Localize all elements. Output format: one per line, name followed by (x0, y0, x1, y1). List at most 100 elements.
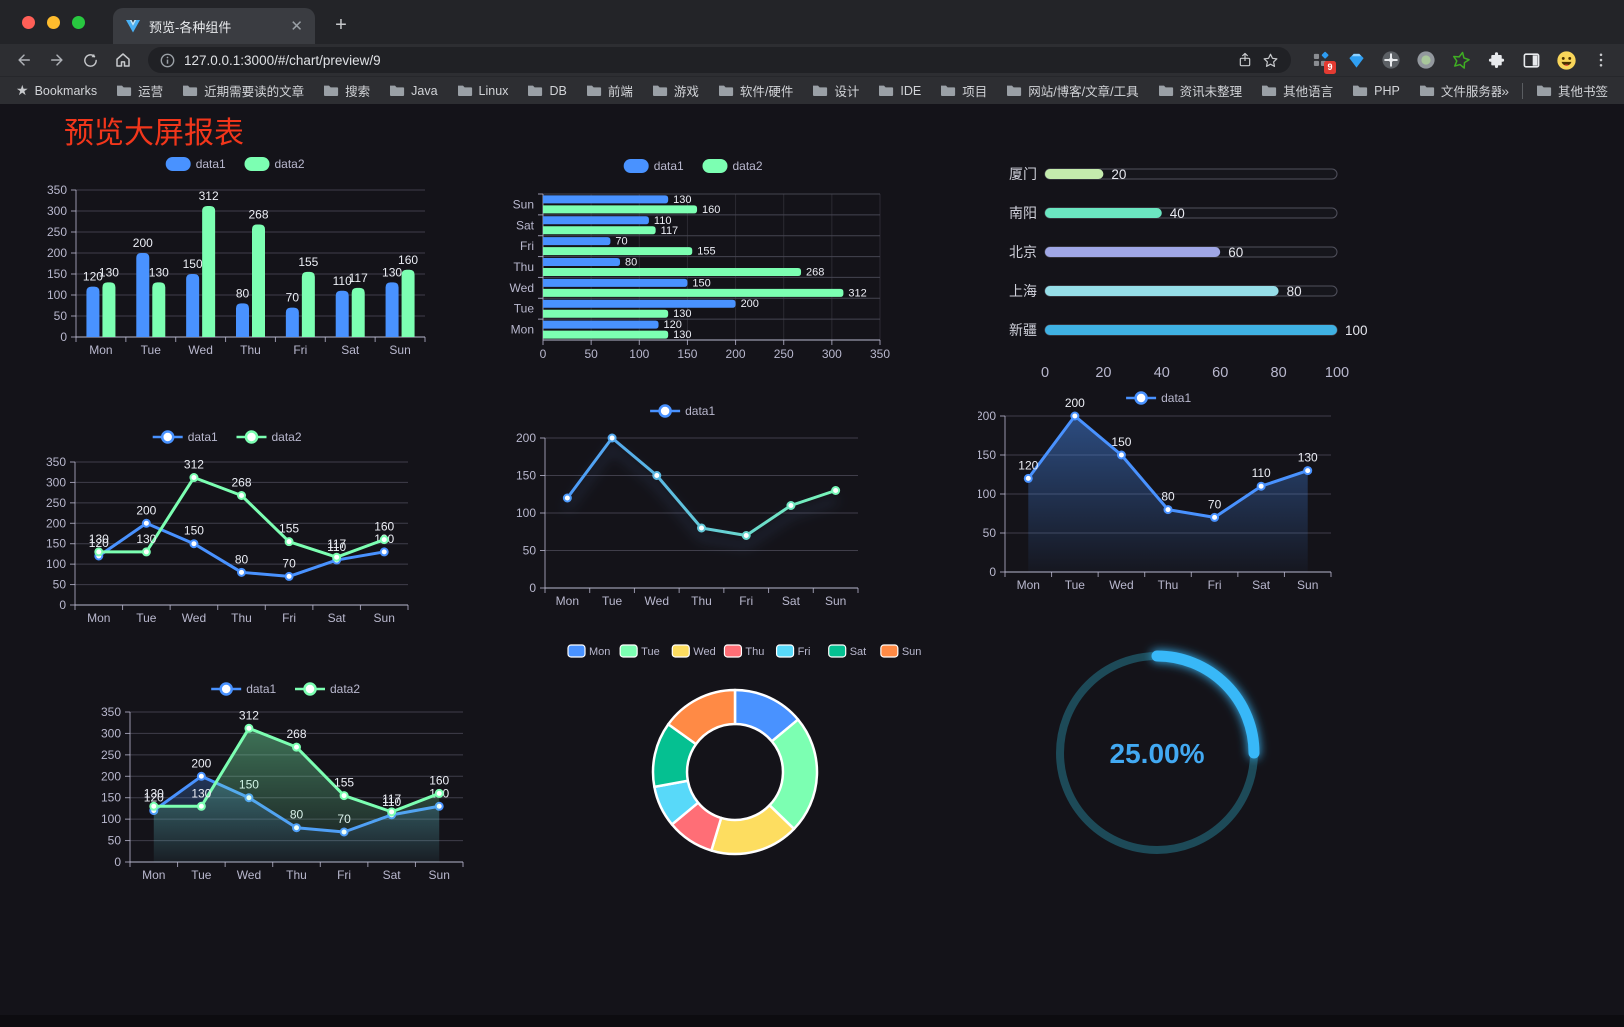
svg-text:350: 350 (46, 455, 66, 469)
svg-text:110: 110 (1252, 466, 1271, 480)
bookmark-folder[interactable]: 运营 (116, 81, 163, 100)
svg-text:data2: data2 (330, 682, 360, 696)
fullscreen-window-button[interactable] (72, 16, 85, 29)
bookmark-folder[interactable]: IDE (878, 84, 921, 98)
svg-text:北京: 北京 (1009, 244, 1037, 260)
grouped-bar-chart[interactable]: data1 data2 0 50 100 150 200 250 300 350 Mon Tue Wed… (40, 150, 435, 365)
donut-chart[interactable]: Mon Tue Wed Thu Fri Sat Sun (552, 634, 937, 882)
gem-extension-icon[interactable] (1345, 49, 1367, 71)
svg-text:40: 40 (1154, 365, 1170, 381)
svg-text:Tue: Tue (1065, 578, 1086, 592)
svg-text:120: 120 (89, 536, 109, 550)
bookmark-folder[interactable]: DB (527, 84, 567, 98)
svg-text:80: 80 (235, 552, 249, 566)
bookmarks-overflow-chevron[interactable]: » (1501, 82, 1509, 99)
emoji-extension-icon[interactable] (1555, 49, 1577, 71)
new-tab-button[interactable]: + (335, 13, 347, 36)
green-star-extension-icon[interactable] (1450, 49, 1472, 71)
bookmark-folder[interactable]: 设计 (812, 81, 859, 100)
other-bookmarks-item[interactable]: 其他书签 (1536, 81, 1608, 100)
svg-text:155: 155 (697, 246, 715, 258)
bookmark-folder[interactable]: 近期需要读的文章 (182, 81, 304, 100)
svg-text:312: 312 (239, 708, 259, 722)
two-series-line-chart[interactable]: data1 data2 0 50 100 150 200 250 300 350 Mon Tue Wed… (42, 422, 417, 634)
record-extension-icon[interactable] (1415, 49, 1437, 71)
progress-ring-chart[interactable]: 25.00% (1035, 638, 1285, 890)
folder-icon (1007, 85, 1022, 96)
svg-text:250: 250 (46, 496, 66, 510)
svg-text:Sat: Sat (782, 594, 801, 608)
bookmark-folder[interactable]: Java (389, 83, 438, 98)
bookmark-folder[interactable]: 项目 (940, 81, 987, 100)
svg-text:250: 250 (774, 347, 794, 361)
share-icon[interactable] (1237, 52, 1253, 68)
bookmark-folder[interactable]: 资讯未整理 (1158, 81, 1242, 100)
browser-tab[interactable]: 预览-各种组件 ✕ (113, 8, 315, 44)
svg-text:Sun: Sun (429, 868, 450, 882)
svg-text:150: 150 (184, 524, 204, 538)
reload-button[interactable] (78, 48, 102, 72)
menu-kebab-icon[interactable] (1590, 49, 1612, 71)
puzzle-extensions-icon[interactable] (1485, 49, 1507, 71)
close-window-button[interactable] (22, 16, 35, 29)
tab-title: 预览-各种组件 (149, 19, 232, 35)
two-series-area-chart[interactable]: data1 data2 0 50 100 150 200 250 300 350 Mon Tue Wed… (98, 672, 478, 887)
svg-text:Mon: Mon (1017, 578, 1040, 592)
folder-icon (1419, 85, 1434, 96)
svg-text:130: 130 (382, 265, 402, 279)
circle-logo-extension-icon[interactable] (1380, 49, 1402, 71)
bookmark-folder[interactable]: 游戏 (652, 81, 699, 100)
svg-text:25.00%: 25.00% (1110, 738, 1205, 769)
svg-text:Thu: Thu (745, 646, 764, 658)
bookmark-folder[interactable]: 其他语言 (1261, 81, 1333, 100)
site-info-icon[interactable] (160, 53, 175, 68)
bookmark-folder[interactable]: 软件/硬件 (718, 81, 793, 100)
gradient-line-chart[interactable]: data1 0 50 100 150 200 Mon Tue Wed Thu Fri Sat Sun (500, 398, 870, 613)
svg-text:100: 100 (101, 812, 121, 826)
bookmark-folder[interactable]: 前端 (586, 81, 633, 100)
address-bar[interactable]: 127.0.0.1:3000/#/chart/preview/9 (148, 47, 1291, 73)
svg-text:100: 100 (978, 487, 996, 501)
svg-text:117: 117 (349, 271, 368, 285)
bookmark-folder-label: Java (411, 83, 438, 98)
svg-text:200: 200 (136, 503, 156, 517)
home-button[interactable] (111, 48, 135, 72)
bookmark-folder[interactable]: Linux (457, 84, 508, 98)
horizontal-bar-chart[interactable]: data1 data2 0 50 100 150 200 250 300 350 Sun Sat Fri… (498, 152, 893, 366)
folder-icon (390, 85, 405, 96)
svg-text:200: 200 (101, 769, 121, 783)
svg-text:0: 0 (540, 347, 547, 361)
tab-close-icon[interactable]: ✕ (290, 17, 303, 35)
svg-text:70: 70 (615, 236, 627, 248)
svg-text:Tue: Tue (514, 302, 535, 316)
bookmark-folder-label: PHP (1374, 83, 1400, 98)
bookmark-folder[interactable]: 文件服务器 (1419, 81, 1501, 100)
url-text[interactable]: 127.0.0.1:3000/#/chart/preview/9 (184, 52, 381, 68)
bookmark-folder[interactable]: 网站/博客/文章/工具 (1006, 81, 1139, 100)
svg-text:50: 50 (983, 526, 997, 540)
svg-text:20: 20 (1111, 167, 1126, 182)
bookmark-folder-label: 近期需要读的文章 (204, 85, 305, 99)
bookmarks-root-item[interactable]: ★ Bookmarks (16, 82, 97, 99)
back-button[interactable] (12, 48, 36, 72)
single-area-chart[interactable]: data1 0 50 100 150 200 Mon Tue Wed Thu Fri Sat Sun 12… (978, 386, 1344, 598)
bookmark-star-icon[interactable] (1262, 52, 1279, 69)
svg-text:200: 200 (516, 431, 536, 445)
svg-text:Thu: Thu (691, 594, 712, 608)
svg-text:Sat: Sat (383, 868, 402, 882)
svg-text:Fri: Fri (798, 646, 811, 658)
bookmark-folder[interactable]: 搜索 (323, 81, 370, 100)
extension-grid-icon[interactable]: 9 (1310, 49, 1336, 74)
svg-text:Mon: Mon (89, 343, 112, 357)
minimize-window-button[interactable] (47, 16, 60, 29)
bookmark-folder-label: 前端 (607, 85, 633, 99)
svg-text:Sun: Sun (374, 611, 395, 625)
svg-text:Tue: Tue (136, 611, 157, 625)
forward-button[interactable] (45, 48, 69, 72)
svg-text:data1: data1 (1161, 391, 1191, 405)
side-panel-icon[interactable] (1520, 49, 1542, 71)
bookmark-folder[interactable]: PHP (1352, 84, 1400, 98)
bookmark-folder-label: 文件服务器 (1440, 85, 1502, 99)
svg-text:Sun: Sun (513, 197, 534, 211)
progress-bar-chart[interactable]: 厦门 20 南阳 40 北京 60 上海 80 新疆 100 0 20 40 60 80 100 (985, 156, 1370, 386)
